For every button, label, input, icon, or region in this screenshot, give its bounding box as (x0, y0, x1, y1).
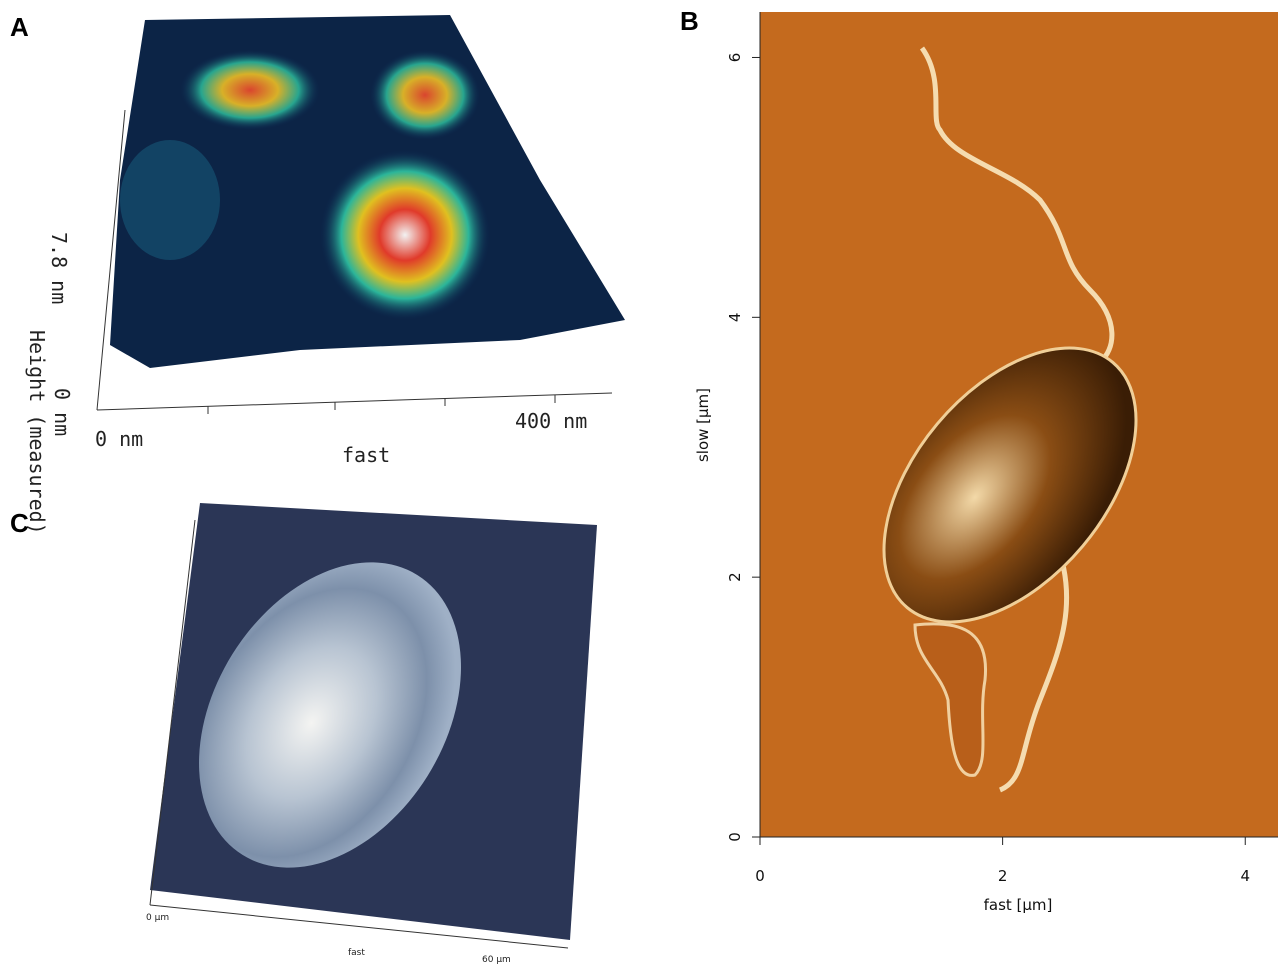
y-tick-label: 6 (726, 53, 744, 63)
ridge (120, 140, 220, 260)
panel-c: C 0 µm fast 60 µm (10, 503, 597, 965)
x-start: 0 nm (95, 427, 143, 451)
x-start: 0 µm (146, 913, 169, 923)
panel-label: A (10, 12, 29, 42)
x-tick-label: 2 (998, 867, 1008, 885)
x-axis (97, 393, 612, 410)
figure: A Height (measured) 7.8 nm 0 nm 0 nm 400… (0, 0, 1279, 966)
y-tick-label: 2 (726, 572, 744, 582)
x-axis-label: fast [µm] (984, 896, 1053, 914)
peak (370, 50, 480, 140)
panel-b: B fast [µm] slow [µm] 0 2 4 0 2 4 6 (680, 6, 1278, 914)
z-min: 0 nm (50, 388, 74, 436)
z-axis-label: Height (measured) (25, 330, 49, 535)
y-tick-label: 4 (726, 313, 744, 323)
x-tick-label: 0 (755, 867, 765, 885)
x-axis-label: fast (348, 948, 365, 958)
y-axis-label: slow [µm] (694, 388, 712, 462)
panel-label: C (10, 508, 29, 538)
y-tick-label: 0 (726, 832, 744, 842)
z-max: 7.8 nm (47, 232, 71, 304)
panel-a: A Height (measured) 7.8 nm 0 nm 0 nm 400… (10, 12, 625, 535)
x-tick-label: 4 (1240, 867, 1250, 885)
panel-label: B (680, 6, 699, 36)
x-end: 60 µm (482, 955, 511, 965)
x-axis-label: fast (342, 443, 390, 467)
peak (320, 150, 490, 320)
x-end: 400 nm (515, 409, 587, 433)
peak (180, 50, 320, 130)
